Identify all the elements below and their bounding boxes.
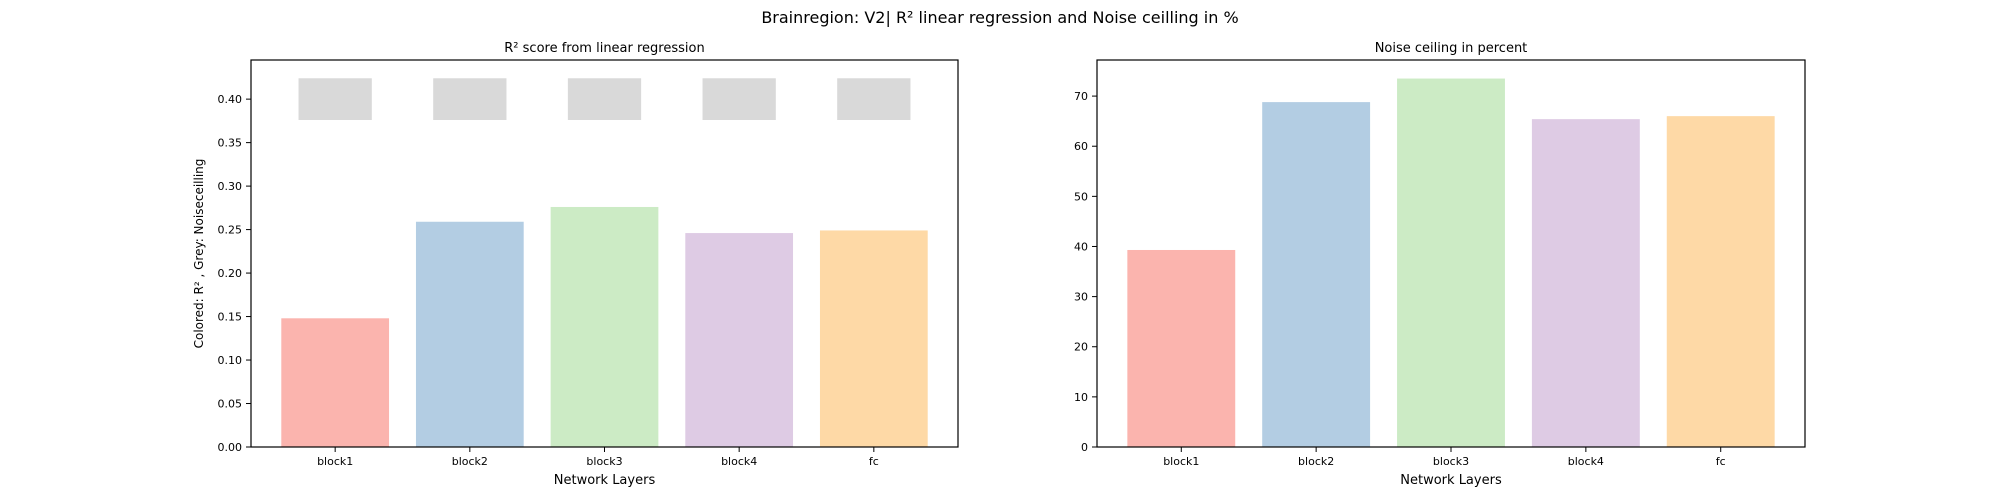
y-axis-label: Colored: R² , Grey: Noiseceilling [192,159,206,349]
x-tick-label: block1 [317,455,353,468]
y-tick-label: 0 [1081,441,1088,454]
bar-block3 [1397,78,1505,448]
y-tick-label: 70 [1074,90,1088,103]
x-tick-label: block1 [1163,455,1199,468]
r2-chart: block1 block2 block3 block4 fc 0.00 0.05 0.10 0.… [192,41,959,488]
y-tick-label: 40 [1074,240,1088,253]
noise-ceiling-marker-block2 [433,78,507,121]
x-tick-label: block3 [1433,455,1469,468]
y-tick-label: 0.00 [218,441,243,454]
axes-title: R² score from linear regression [504,41,704,56]
noise-ceiling-marker-block3 [567,78,642,121]
y-tick-label: 0.25 [218,224,243,237]
bar-block2 [415,221,524,447]
y-tick-label: 60 [1074,140,1088,153]
axes-title: Noise ceiling in percent [1375,41,1528,56]
x-tick-label: block2 [452,455,488,468]
x-tick-label: fc [869,455,879,468]
y-tick-label: 0.05 [218,398,243,411]
y-tick-label: 50 [1074,190,1088,203]
y-tick-label: 0.15 [218,311,243,324]
x-tick-label: block2 [1298,455,1334,468]
bar-block3 [550,206,659,447]
bar-block4 [1531,119,1640,448]
x-tick-label: fc [1716,455,1726,468]
bar-block2 [1262,102,1371,447]
x-axis-label: Network Layers [554,473,656,488]
bar-fc [1666,116,1775,447]
bar-block1 [281,318,390,447]
y-tick-label: 0.30 [218,180,243,193]
bar-fc [819,230,928,447]
y-tick-label: 0.20 [218,267,243,280]
x-tick-label: block4 [1568,455,1604,468]
figure-title: Brainregion: V2| R² linear regression an… [761,8,1238,27]
bar-block1 [1127,249,1236,447]
y-tick-label: 30 [1074,291,1088,304]
noise-ceiling-marker-block1 [298,78,372,121]
y-tick-label: 0.35 [218,137,243,150]
x-tick-label: block4 [721,455,757,468]
bar-block4 [685,233,794,447]
y-tick-label: 0.10 [218,354,243,367]
y-tick-label: 0.40 [218,93,243,106]
x-tick-label: block3 [586,455,622,468]
y-tick-label: 10 [1074,391,1088,404]
noise-ceiling-chart: block1 block2 block3 block4 fc 0 10 20 30 40 50 60 7… [1074,41,1806,488]
noise-ceiling-marker-fc [837,78,911,121]
noise-ceiling-marker-block4 [702,78,776,121]
y-tick-label: 20 [1074,341,1088,354]
x-axis-label: Network Layers [1400,473,1502,488]
